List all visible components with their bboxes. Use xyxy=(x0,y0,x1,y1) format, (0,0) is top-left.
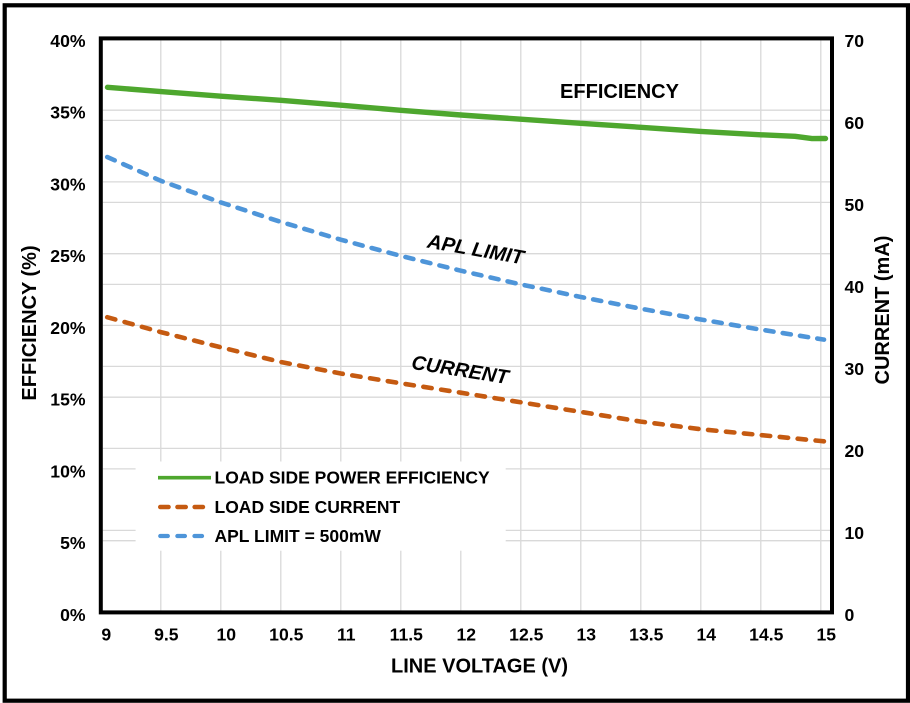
svg-text:11: 11 xyxy=(337,625,356,645)
svg-text:0%: 0% xyxy=(60,605,86,625)
svg-text:35%: 35% xyxy=(50,103,86,123)
svg-text:10.5: 10.5 xyxy=(269,625,303,645)
svg-text:30%: 30% xyxy=(50,174,86,194)
svg-text:9: 9 xyxy=(101,625,111,645)
svg-text:LOAD SIDE CURRENT: LOAD SIDE CURRENT xyxy=(215,497,401,517)
svg-text:10: 10 xyxy=(217,625,237,645)
svg-text:10: 10 xyxy=(845,523,865,543)
svg-text:9.5: 9.5 xyxy=(154,625,179,645)
svg-text:CURRENT (mA): CURRENT (mA) xyxy=(872,236,894,385)
svg-text:5%: 5% xyxy=(60,533,86,553)
svg-text:70: 70 xyxy=(845,31,865,51)
svg-text:14.5: 14.5 xyxy=(749,625,783,645)
svg-text:12.5: 12.5 xyxy=(509,625,543,645)
svg-text:LINE VOLTAGE (V): LINE VOLTAGE (V) xyxy=(391,656,568,678)
svg-text:25%: 25% xyxy=(50,246,86,266)
svg-text:20: 20 xyxy=(845,441,865,461)
svg-text:30: 30 xyxy=(845,359,865,379)
svg-text:11.5: 11.5 xyxy=(390,625,423,645)
svg-text:20%: 20% xyxy=(50,318,86,338)
svg-text:14: 14 xyxy=(697,625,717,645)
svg-text:13: 13 xyxy=(577,625,597,645)
svg-text:12: 12 xyxy=(457,625,477,645)
svg-text:40: 40 xyxy=(845,277,865,297)
svg-text:0: 0 xyxy=(845,605,855,625)
svg-text:EFFICIENCY (%): EFFICIENCY (%) xyxy=(19,245,41,400)
svg-text:15%: 15% xyxy=(50,390,86,410)
svg-text:60: 60 xyxy=(845,113,865,133)
svg-text:13.5: 13.5 xyxy=(629,625,663,645)
svg-text:LOAD SIDE POWER EFFICIENCY: LOAD SIDE POWER EFFICIENCY xyxy=(215,468,490,488)
svg-text:15: 15 xyxy=(817,625,837,645)
svg-text:EFFICIENCY: EFFICIENCY xyxy=(560,81,680,103)
svg-text:50: 50 xyxy=(845,195,865,215)
svg-text:APL LIMIT = 500mW: APL LIMIT = 500mW xyxy=(215,526,382,546)
svg-text:10%: 10% xyxy=(50,461,86,481)
svg-text:40%: 40% xyxy=(50,31,86,51)
